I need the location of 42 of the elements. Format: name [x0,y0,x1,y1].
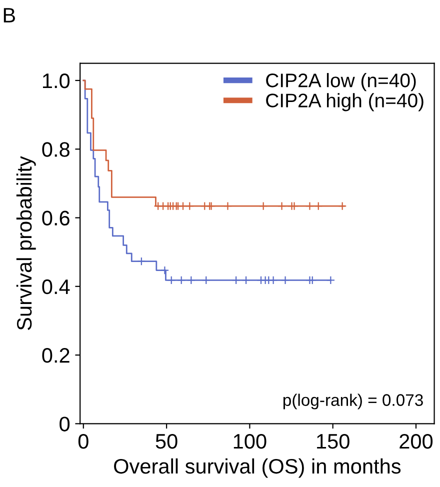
annotation: p(log-rank) = 0.073 [283,394,423,410]
point [202,276,210,285]
point [185,202,194,210]
x-tick-label: 150 [317,434,350,449]
chart-title: B [4,8,15,22]
point [176,276,186,285]
x-tick-label: 200 [400,434,433,449]
y-tick-label: 0.8 [42,142,70,157]
point [178,202,188,210]
point [268,276,278,285]
point [186,276,196,285]
point [290,202,299,210]
point [223,202,232,210]
legend-label: CIP2A low (n=40) [266,73,416,92]
point [232,276,240,285]
point [308,276,317,285]
point [305,202,314,210]
point [280,276,290,285]
point [167,276,176,285]
point [154,202,162,210]
x-tick-label: 0 [78,434,88,449]
point [258,202,268,210]
y-tick-label: 0.4 [42,279,70,294]
point [200,202,209,210]
x-axis-title: Overall survival (OS) in months [114,458,401,478]
x-tick-label: 100 [234,434,266,449]
y-axis-title: Survival probability [16,156,36,330]
y-tick-label: 0.6 [42,210,70,226]
point [206,202,216,210]
x-tick-label: 50 [156,434,178,449]
legend-label: CIP2A high (n=40) [266,93,424,112]
point [242,276,250,285]
y-tick-label: 1.0 [42,73,70,88]
y-tick-label: 0 [60,416,70,432]
y-tick-label: 0.2 [42,348,70,363]
point [277,202,286,210]
point [205,202,214,210]
point [338,202,347,210]
point [314,202,323,210]
point [326,276,336,285]
point [160,266,170,275]
point [137,256,146,266]
